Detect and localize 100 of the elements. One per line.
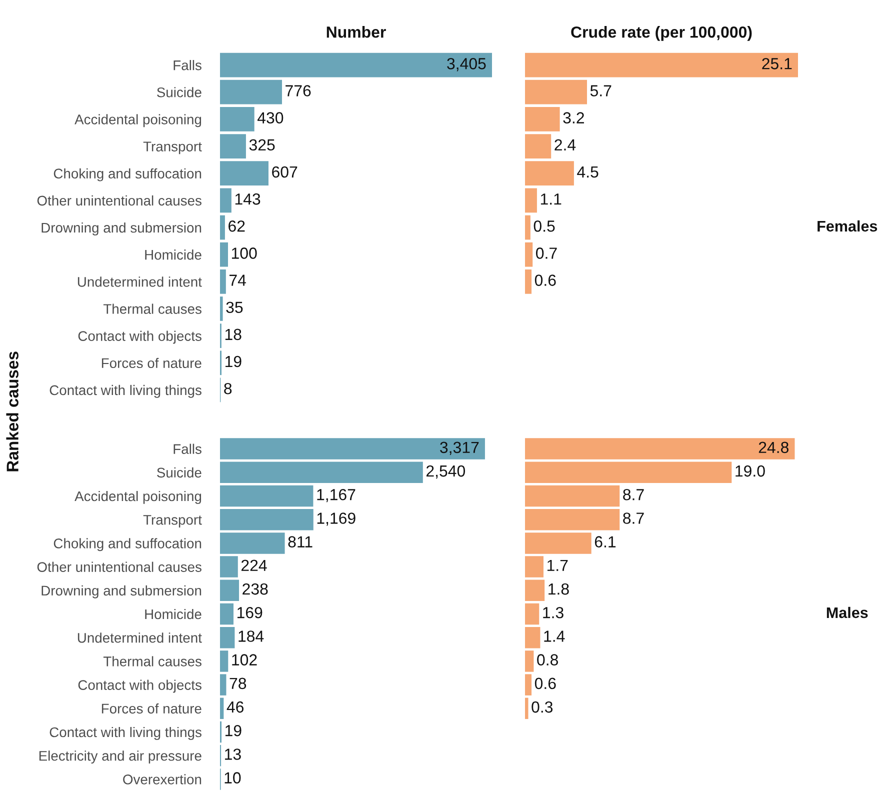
data-label: 19.0	[736, 465, 765, 477]
bar	[525, 215, 530, 240]
data-label: 1.1	[540, 194, 562, 205]
bar	[220, 438, 485, 460]
bar	[220, 462, 423, 484]
y-tick-label: Accidental poisoning	[74, 114, 202, 128]
data-label: 19	[226, 356, 242, 368]
y-tick-label: Undetermined intent	[78, 276, 202, 287]
y-tick-label: Contact with objects	[78, 330, 202, 344]
y-tick-label: Overexertion	[123, 774, 202, 784]
bar	[525, 188, 537, 213]
data-label: 2.4	[554, 139, 576, 150]
data-label: 0.5	[534, 220, 555, 232]
bar	[525, 485, 620, 507]
bar	[220, 107, 254, 132]
y-tick-label: Forces of nature	[102, 703, 202, 714]
data-label: 811	[288, 536, 312, 548]
chart-title: Number	[326, 26, 386, 38]
data-label: 35	[226, 302, 243, 314]
data-label: 776	[286, 85, 311, 96]
bar	[220, 508, 314, 530]
bar	[525, 161, 574, 186]
data-label: 0.8	[537, 654, 558, 666]
y-tick-label: Choking and suffocation	[54, 538, 202, 552]
data-label: 1.4	[544, 630, 565, 642]
bar	[220, 485, 314, 507]
y-tick-label: Undetermined intent	[78, 632, 202, 643]
data-label: 62	[228, 220, 245, 232]
data-label: 430	[257, 112, 284, 124]
y-tick-label: Homicide	[145, 608, 202, 620]
bar	[525, 107, 560, 132]
data-label: 19	[226, 724, 242, 736]
y-tick-label: Accidental poisoning	[74, 490, 202, 504]
bar	[525, 134, 552, 158]
bar	[525, 52, 798, 78]
y-tick-label: Falls	[174, 60, 202, 70]
data-label: 13	[225, 748, 241, 760]
data-label: 0.6	[534, 274, 556, 286]
bar	[525, 556, 544, 578]
y-tick-label: Other unintentional causes	[37, 195, 202, 206]
bar	[220, 296, 223, 321]
bar	[525, 269, 532, 294]
data-label: 18	[225, 328, 242, 340]
y-tick-label: Other unintentional causes	[37, 562, 202, 572]
bar	[525, 698, 528, 720]
bar	[220, 698, 224, 720]
text: Females	[818, 220, 878, 232]
y-axis-title: Ranked causes	[6, 352, 18, 472]
data-label: 102	[232, 654, 257, 666]
bar	[525, 580, 545, 602]
data-label: 24.8	[758, 442, 788, 454]
y-tick-label: Drowning and submersion	[42, 585, 202, 598]
bar	[525, 508, 620, 530]
bar	[525, 532, 592, 554]
data-label: 224	[241, 560, 267, 571]
y-tick-label: Transport	[143, 515, 202, 528]
bar	[525, 438, 795, 460]
data-label: 0.3	[532, 701, 553, 713]
data-label: 1,169	[317, 512, 356, 526]
y-tick-label: Contact with living things	[50, 384, 202, 398]
bar	[220, 626, 235, 648]
bar	[525, 650, 534, 672]
data-label: 1,167	[317, 488, 356, 502]
data-label: 1.7	[547, 560, 568, 571]
data-label: 10	[224, 772, 241, 784]
bar	[220, 556, 238, 578]
data-label: 8.7	[623, 512, 644, 524]
bar	[525, 674, 532, 696]
data-label: 4.5	[577, 166, 598, 178]
bar	[220, 580, 240, 602]
data-label: 143	[235, 193, 260, 205]
data-label: 5.7	[590, 85, 612, 96]
bar	[525, 462, 732, 484]
y-tick-label: Transport	[143, 142, 202, 154]
y-tick-label: Contact with objects	[78, 680, 202, 693]
data-label: 3,317	[440, 442, 479, 455]
bar	[220, 532, 285, 554]
chart-title: Crude rate (per 100,000)	[571, 26, 752, 41]
data-label: 25.1	[762, 58, 792, 70]
bar	[220, 215, 225, 240]
bar	[220, 161, 268, 186]
y-tick-label: Thermal causes	[103, 304, 202, 314]
data-label: 3.2	[563, 112, 584, 124]
data-label: 2,540	[426, 465, 466, 479]
bar	[220, 134, 246, 158]
y-tick-label: Suicide	[157, 467, 202, 478]
bar	[525, 603, 540, 625]
data-label: 169	[237, 606, 262, 618]
bar	[220, 603, 234, 625]
y-tick-label: Drowning and submersion	[42, 222, 202, 236]
y-tick-label: Electricity and air pressure	[39, 750, 202, 764]
y-tick-label: Falls	[174, 444, 202, 454]
bar	[220, 674, 226, 696]
data-label: 607	[272, 166, 298, 178]
data-label: 46	[226, 701, 244, 713]
y-tick-label: Homicide	[145, 250, 202, 260]
data-label: 78	[230, 678, 246, 690]
bar	[525, 626, 540, 648]
bar	[220, 188, 232, 213]
data-label: 1.8	[548, 583, 569, 595]
